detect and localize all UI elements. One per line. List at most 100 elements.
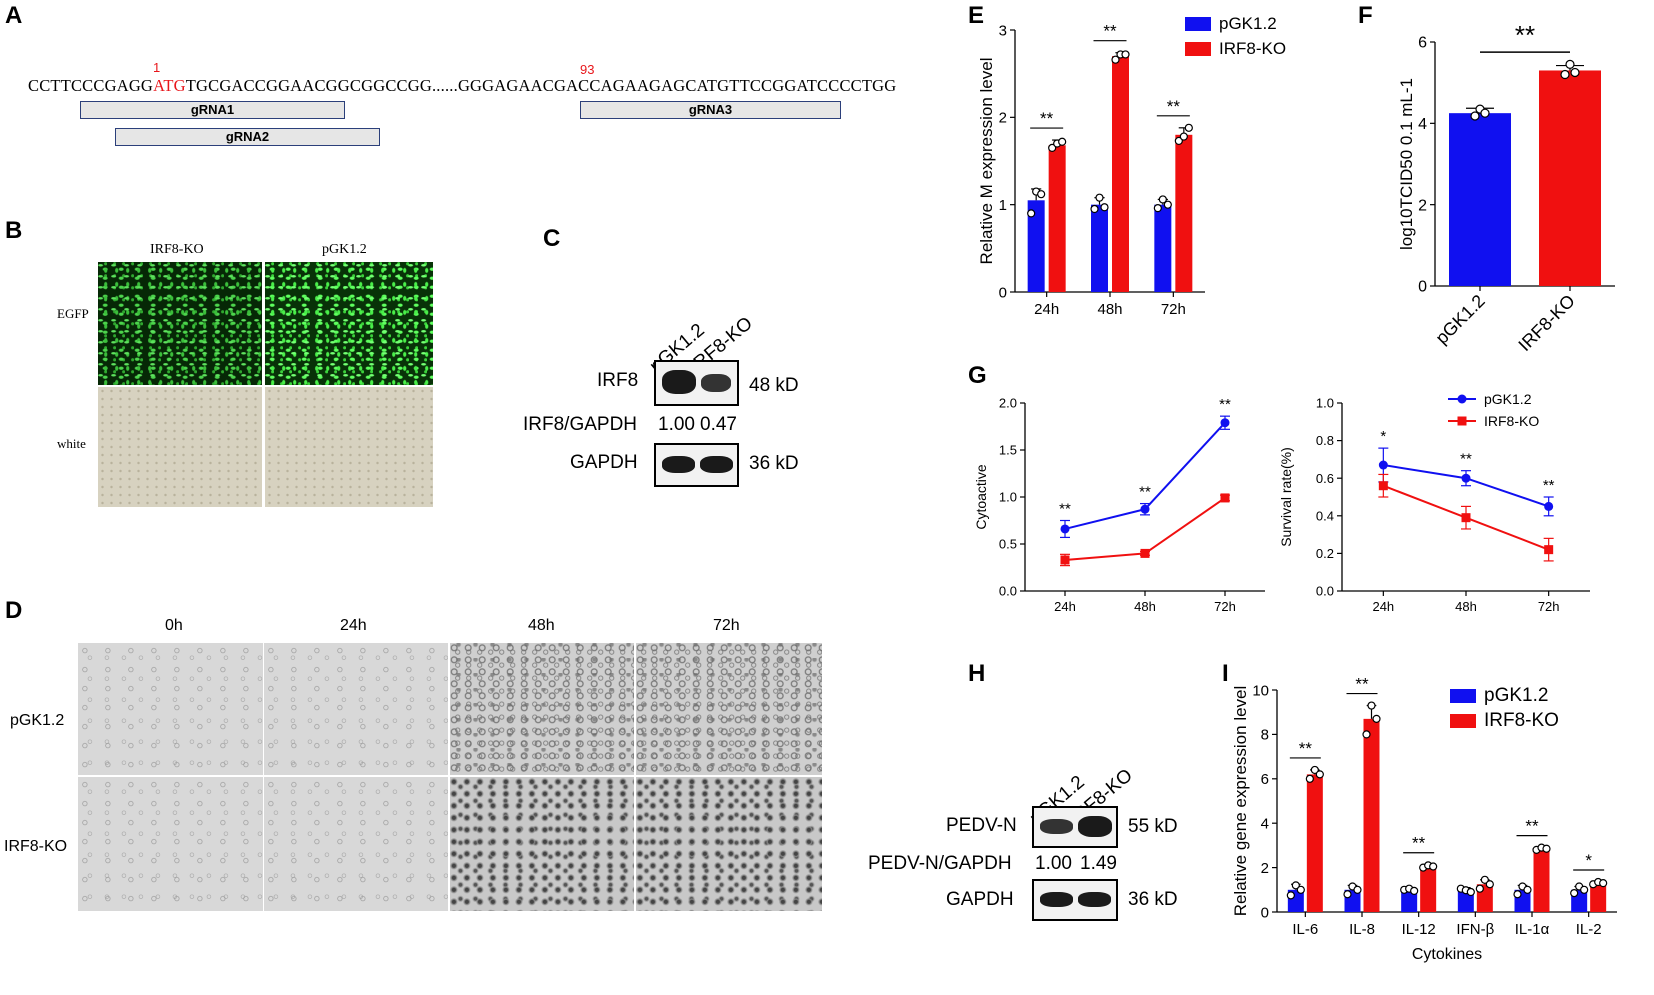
panel-label-e: E (968, 2, 985, 29)
data-point (1100, 203, 1109, 212)
data-point (1121, 50, 1130, 59)
panel-label-g: G (968, 362, 987, 389)
band-pgk (662, 370, 696, 394)
gapdh-blot (1032, 879, 1118, 921)
row-label-pgk: pGK1.2 (10, 712, 65, 729)
y-tick-label: 0.6 (1316, 471, 1334, 486)
micrograph-irf8-ko-72h (636, 777, 822, 911)
time-label: 24h (340, 617, 367, 634)
x-tick-label: IL-6 (1292, 921, 1318, 938)
data-point (1163, 200, 1172, 209)
row-label-white: white (57, 436, 86, 451)
bar (1420, 866, 1437, 912)
y-tick-label: 0 (999, 284, 1007, 301)
data-point (1174, 136, 1183, 146)
band-pgk (1040, 819, 1073, 834)
data-point (1544, 545, 1554, 555)
data-point (1372, 714, 1381, 723)
band-irf8-ko (1078, 892, 1111, 907)
significance-marker: ** (1355, 675, 1369, 694)
y-tick-label: 4 (1418, 116, 1427, 133)
y-tick-label: 1.5 (999, 443, 1017, 458)
micrograph-pgk-24h (264, 643, 448, 775)
data-point (1060, 555, 1070, 565)
size-36kd: 36 kD (749, 453, 799, 474)
bar (1175, 134, 1193, 292)
significance-marker: ** (1167, 97, 1181, 116)
x-tick-label: IL-8 (1349, 921, 1375, 938)
ratio-value-pgk: 1.00 (1035, 853, 1072, 874)
y-tick-label: 8 (1261, 727, 1269, 744)
significance-marker: ** (1219, 396, 1231, 413)
size-55kd: 55 kD (1128, 816, 1178, 837)
y-tick-label: 0.0 (999, 584, 1017, 599)
significance-marker: * (1585, 851, 1592, 870)
bar (1590, 883, 1607, 912)
chart-g-cytoactive: 0.0 0.5 1.0 1.5 2.0 24h 48h 72h ** ** ** Cytoactive (975, 396, 1265, 614)
x-tick-label: IFN-β (1456, 921, 1494, 938)
band-irf8-ko (700, 456, 733, 473)
data-point (1544, 501, 1554, 511)
y-tick-label: 2 (999, 110, 1007, 127)
data-point (1153, 204, 1162, 213)
size-36kd: 36 kD (1128, 889, 1178, 910)
data-point (1220, 493, 1230, 503)
y-axis-label: Relative M expression level (977, 58, 996, 265)
bar (1027, 200, 1045, 292)
y-tick-label: 0.2 (1316, 546, 1334, 561)
white-image-irf8-ko (98, 387, 262, 507)
data-point (1310, 765, 1319, 775)
x-axis-label: Cytokines (1412, 946, 1482, 963)
time-label: 0h (165, 617, 183, 634)
y-tick-label: 1.0 (1316, 396, 1334, 411)
data-point (1343, 890, 1352, 899)
pedv-n-blot (1032, 806, 1118, 848)
y-tick-label: 2 (1261, 860, 1269, 877)
data-point (1296, 885, 1305, 894)
bar (1449, 113, 1511, 287)
data-point (1367, 701, 1376, 710)
legend-label: IRF8-KO (1484, 710, 1559, 731)
significance-marker: ** (1059, 501, 1071, 518)
band-irf8-ko (1078, 816, 1112, 837)
x-tick-label: 72h (1161, 301, 1186, 318)
y-tick-label: 0 (1261, 904, 1269, 921)
x-tick-label: pGK1.2 (1432, 291, 1489, 348)
x-tick-label: 48h (1134, 599, 1156, 614)
panel-label-a: A (5, 2, 23, 29)
y-axis-label: Relative gene expression level (1231, 686, 1250, 917)
egfp-image-irf8-ko (98, 262, 262, 385)
panel-label-c: C (543, 225, 561, 252)
legend-marker (1457, 394, 1467, 404)
x-tick-label: IL-2 (1576, 921, 1602, 938)
start-codon: ATG (153, 76, 186, 95)
data-point (1475, 884, 1484, 893)
legend-label: IRF8-KO (1484, 413, 1539, 429)
bar (1539, 70, 1601, 286)
y-axis-label: Survival rate(%) (1280, 447, 1294, 547)
y-tick-label: 2.0 (999, 396, 1017, 411)
legend-label: IRF8-KO (1219, 39, 1286, 58)
y-tick-label: 1.0 (999, 490, 1017, 505)
sequence-segment: TGCGACCGGAACGGCGGCCGG (185, 76, 432, 95)
data-point (1048, 143, 1057, 152)
data-point (1286, 891, 1295, 900)
ratio-value-pgk: 1.00 (658, 414, 695, 435)
data-point (1599, 879, 1608, 888)
significance-marker: ** (1139, 484, 1151, 501)
gapdh-blot (654, 443, 739, 487)
ratio-value-irf8-ko: 1.49 (1080, 853, 1117, 874)
data-point (1060, 524, 1070, 534)
x-tick-label: 24h (1054, 599, 1076, 614)
ratio-label-irf8: IRF8/GAPDH (523, 414, 638, 435)
sequence-ellipsis: ...... (431, 76, 458, 95)
x-tick-label: IL-12 (1402, 921, 1436, 938)
significance-marker: ** (1103, 22, 1117, 41)
grna1-box: gRNA1 (80, 101, 345, 119)
col-label-pgk: pGK1.2 (322, 242, 367, 257)
grna3-box: gRNA3 (580, 101, 841, 119)
y-tick-label: 0.5 (999, 537, 1017, 552)
y-axis-label: log10TCID50 0.1 mL-1 (1397, 78, 1416, 250)
sequence-segment: CCTTCCCGAGG (28, 76, 154, 95)
